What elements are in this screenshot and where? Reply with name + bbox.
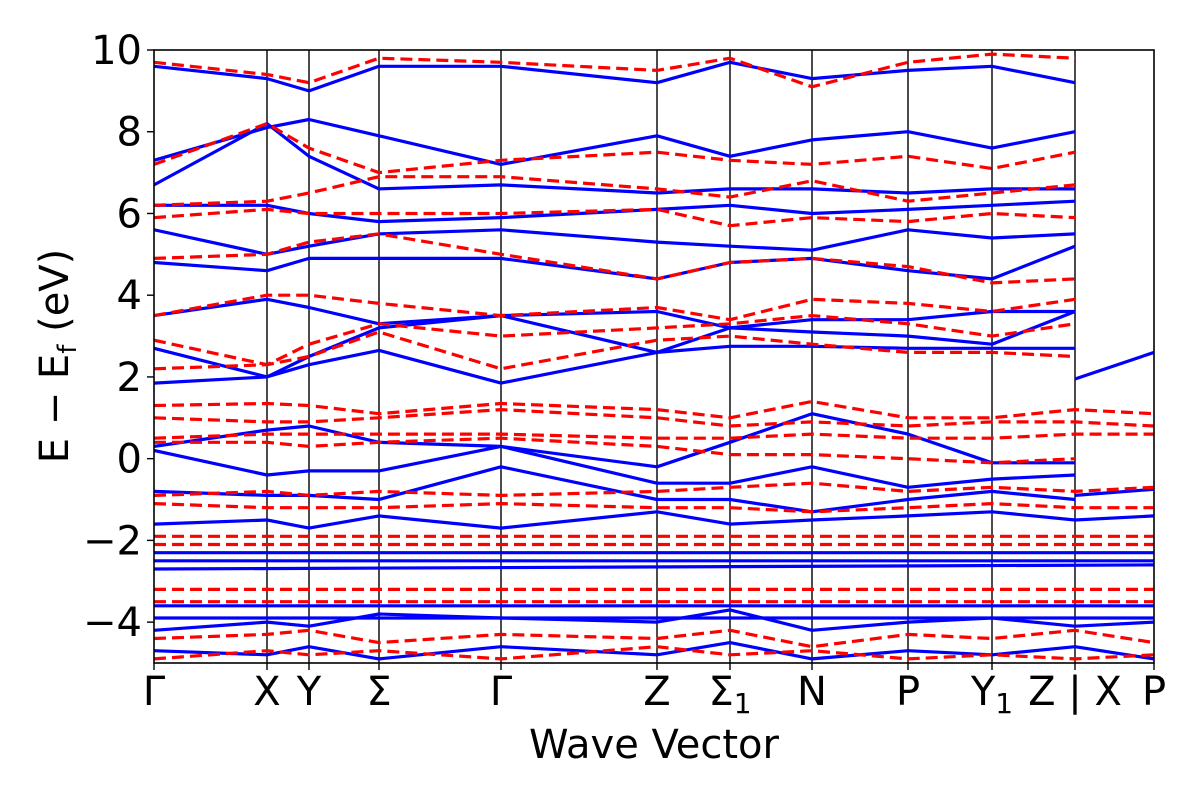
y-axis-label-sub: f [53, 344, 83, 354]
band-solid-3 [154, 297, 1075, 354]
band-solid-13 [154, 510, 1076, 530]
y-tick-label: 4 [117, 273, 142, 319]
x-tick-label: Σ1 [708, 669, 751, 720]
y-tick-label: 8 [117, 110, 142, 156]
band-dashed-4 [154, 207, 1076, 228]
band-dashed-1 [154, 314, 1076, 367]
band-solid-21 [154, 608, 1154, 632]
y-tick-label: 10 [91, 28, 142, 74]
band-dashed-13 [154, 502, 1154, 514]
x-tick-label: X [253, 669, 280, 715]
band-dashed-18 [154, 628, 1154, 649]
band-dashed-19 [154, 645, 1154, 661]
band-dashed-11 [154, 436, 1076, 465]
y-axis-label-unit: (eV) [32, 249, 78, 345]
band-solid-2 [154, 309, 1076, 379]
y-axis-label: E − Ef (eV) [32, 249, 83, 464]
band-dashed-2 [154, 293, 1076, 322]
x-tick-label: P [1142, 669, 1166, 715]
band-dashed-0 [154, 330, 1076, 371]
band-dashed-5 [154, 175, 1076, 207]
x-tick-label: N [797, 669, 827, 715]
band-dashed-10 [154, 432, 1154, 440]
x-tick-label: P [896, 669, 920, 715]
y-tick-label: −2 [83, 518, 142, 564]
band-dashed-7 [154, 52, 1076, 89]
x-tick-label: Y1 [970, 669, 1013, 720]
band-solid-14 [1074, 487, 1154, 497]
x-tick-label: Y [296, 669, 322, 715]
bands [154, 52, 1154, 661]
band-solid-22 [154, 641, 1154, 661]
plot-frame [153, 49, 1155, 664]
band-dashed-8 [154, 399, 1154, 420]
y-tick-label: 6 [117, 191, 142, 237]
x-tick-label: Γ [490, 669, 513, 715]
y-axis-label-main: E − E [32, 354, 78, 464]
band-solid-9 [154, 60, 1076, 93]
band-dashed-6 [154, 122, 1076, 175]
x-ticks: Γ X Y Σ Γ Z Σ1 N P Y1 Z | X P [143, 663, 1166, 720]
band-solid-7 [154, 122, 1075, 195]
band-dashed-3 [154, 232, 1076, 285]
y-tick-label: 2 [117, 355, 142, 401]
x-tick-label: Σ [366, 669, 391, 715]
band-solid-15 [1074, 514, 1154, 522]
y-ticks: 10 8 6 4 2 0 −2 −4 [83, 28, 154, 646]
y-tick-label: 0 [117, 437, 142, 483]
x-axis-label: Wave Vector [529, 722, 780, 768]
band-solid-11 [154, 444, 1076, 489]
band-solid-1 [1074, 350, 1154, 381]
x-tick-label: Z | X [1028, 669, 1122, 715]
band-dashed-12 [154, 481, 1154, 497]
band-solid-8 [154, 117, 1076, 166]
band-solid-6 [154, 199, 1076, 224]
x-tick-label: Γ [143, 669, 166, 715]
band-solid-5 [154, 228, 1076, 256]
band-solid-10 [154, 412, 1075, 469]
x-tick-label: Z [643, 669, 670, 715]
band-solid-12 [154, 465, 1076, 514]
band-solid-18 [154, 563, 1154, 571]
band-dashed-9 [154, 408, 1154, 428]
y-tick-label: −4 [83, 600, 142, 646]
